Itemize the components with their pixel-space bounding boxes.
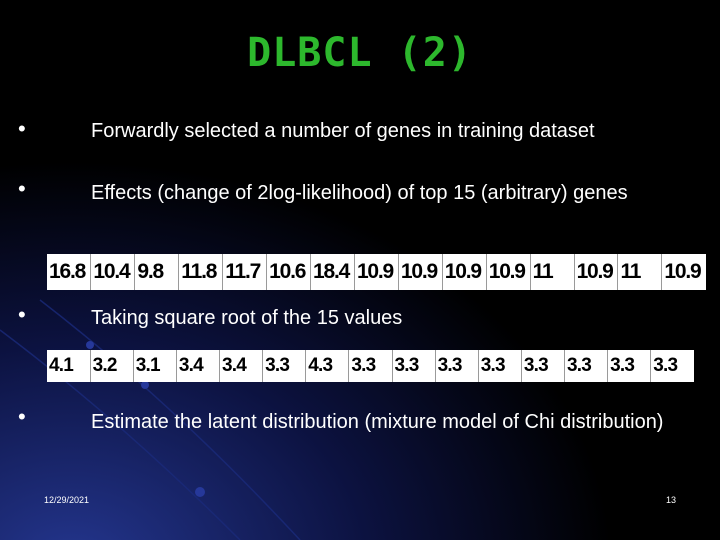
bullet-text-4: Estimate the latent distribution (mixtur…: [91, 411, 664, 433]
sqrt-values-table: 4.1 3.2 3.1 3.4 3.4 3.3 4.3 3.3 3.3 3.3 …: [47, 350, 694, 382]
table-cell: 10.4: [90, 254, 135, 290]
table-cell: 3.2: [89, 350, 134, 382]
bullet-text-3: Taking square root of the 15 values: [91, 307, 403, 329]
table-cell: 3.4: [218, 350, 263, 382]
bullet-text-1: Forwardly selected a number of genes in …: [91, 120, 595, 142]
effects-values-table: 16.8 10.4 9.8 11.8 11.7 10.6 18.4 10.9 1…: [47, 254, 706, 290]
table-cell: 4.1: [49, 355, 74, 376]
table-cell: 11.7: [222, 254, 267, 290]
table-cell: 3.3: [650, 350, 694, 382]
table-cell: 10.9: [441, 254, 487, 290]
slide-title: DLBCL (2): [247, 30, 473, 76]
table-cell: 9.8: [134, 254, 179, 290]
decorative-dots: [86, 341, 205, 497]
table-cell: 10.9: [353, 254, 399, 290]
table-cell: 3.3: [391, 350, 436, 382]
table-cell: 3.4: [175, 350, 220, 382]
table-cell: 3.3: [477, 350, 522, 382]
table-cell: 10.9: [397, 254, 443, 290]
table-cell: 10.9: [661, 254, 706, 290]
table-cell: 3.3: [348, 350, 392, 382]
table-cell: 4.3: [305, 350, 349, 382]
table-cell: 11.8: [178, 254, 223, 290]
table-cell: 3.3: [434, 350, 479, 382]
footer-date: 12/29/2021: [44, 495, 90, 505]
table-cell: 3.3: [563, 350, 608, 382]
table-cell: 10.9: [485, 254, 531, 290]
bullet-text-2: Effects (change of 2log-likelihood) of t…: [91, 182, 628, 204]
bullet-marker: •: [18, 176, 26, 201]
bullet-marker: •: [18, 116, 26, 141]
footer-page-number: 13: [666, 495, 677, 505]
table-cell: 3.3: [607, 350, 651, 382]
table-cell: 18.4: [310, 254, 355, 290]
table-cell: 3.1: [132, 350, 177, 382]
table-cell: 3.3: [520, 350, 565, 382]
bullet-marker: •: [18, 404, 26, 429]
table-row: 16.8 10.4 9.8 11.8 11.7 10.6 18.4 10.9 1…: [47, 254, 706, 290]
table-row: 4.1 3.2 3.1 3.4 3.4 3.3 4.3 3.3 3.3 3.3 …: [47, 350, 694, 382]
table-cell: 16.8: [49, 260, 86, 283]
decorative-arcs: [0, 299, 301, 540]
table-cell: 11: [529, 254, 575, 290]
table-cell: 3.3: [262, 350, 306, 382]
bullet-marker: •: [18, 302, 26, 327]
table-cell: 10.9: [573, 254, 618, 290]
table-cell: 11: [617, 254, 662, 290]
table-cell: 10.6: [266, 254, 311, 290]
